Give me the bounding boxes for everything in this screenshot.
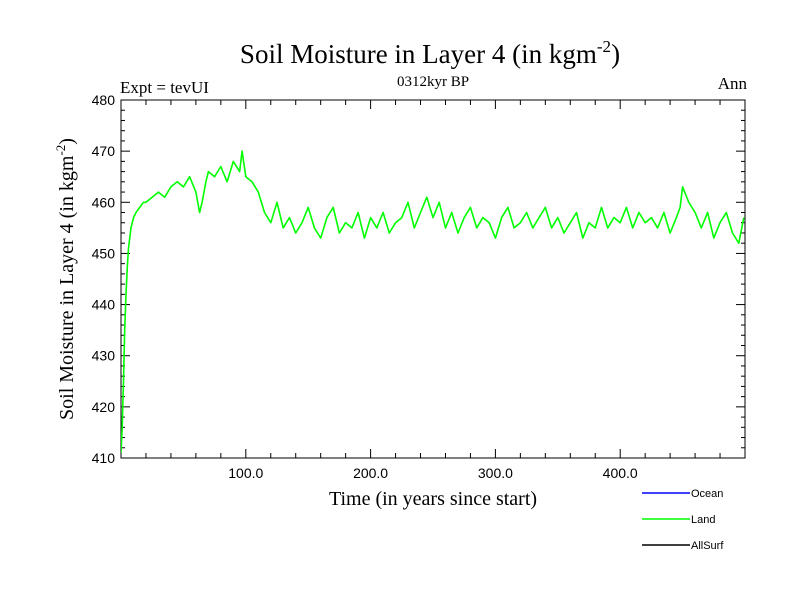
y-tick-label: 450 — [92, 245, 116, 261]
legend-label-ocean: Ocean — [691, 488, 723, 500]
y-tick-label: 480 — [92, 92, 116, 108]
x-tick-label: 300.0 — [478, 465, 513, 481]
y-tick-label: 430 — [92, 348, 116, 364]
y-tick-label: 410 — [92, 450, 116, 466]
series-line-land — [121, 150, 745, 453]
x-tick-label: 200.0 — [353, 465, 388, 481]
series-layer — [121, 150, 745, 453]
y-tick-label: 440 — [92, 297, 116, 313]
x-axis: 100.0 200.0 300.0 400.0 — [145, 100, 721, 481]
legend-label-land: Land — [691, 514, 715, 526]
x-axis-label: Time (in years since start) — [329, 488, 537, 510]
x-tick-label: 100.0 — [228, 465, 263, 481]
y-axis-label-close: ) — [56, 138, 78, 145]
chart-title-main: Soil Moisture in Layer 4 (in kgm — [240, 39, 597, 69]
y-axis-label-main: Soil Moisture in Layer 4 (in kgm — [56, 155, 78, 420]
x-tick-label: 400.0 — [603, 465, 638, 481]
y-tick-label: 460 — [92, 194, 116, 210]
plot-area-frame — [120, 99, 746, 459]
y-axis-label-superscript: -2 — [53, 145, 68, 156]
period-label: 0312kyr BP — [397, 74, 469, 90]
legend: Ocean Land AllSurf — [642, 488, 724, 552]
y-axis-label: Soil Moisture in Layer 4 (in kgm-2) — [53, 138, 78, 420]
y-tick-label: 470 — [92, 143, 116, 159]
y-axis: 410 420 430 440 450 460 470 480 — [92, 92, 745, 466]
chart-title-close: ) — [611, 39, 620, 69]
chart-title: Soil Moisture in Layer 4 (in kgm-2) — [240, 37, 620, 69]
chart-title-superscript: -2 — [597, 37, 611, 56]
legend-label-allsurf: AllSurf — [691, 540, 724, 552]
season-label: Ann — [718, 74, 748, 93]
experiment-label: Expt = tevUI — [120, 78, 209, 97]
y-tick-label: 420 — [92, 399, 116, 415]
